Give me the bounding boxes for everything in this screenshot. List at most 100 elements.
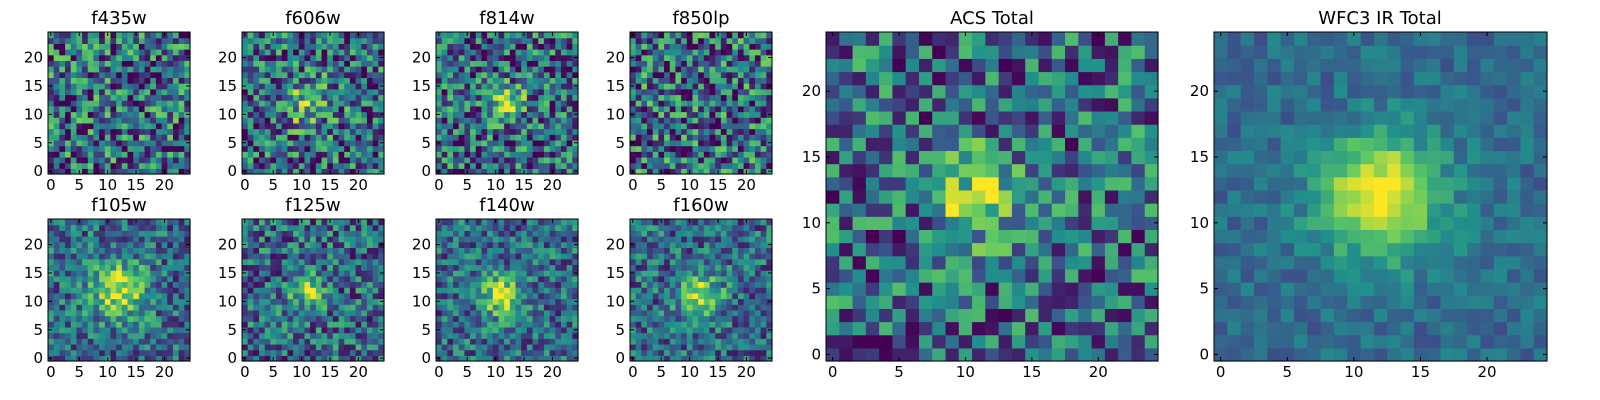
- heatmap-cell: [121, 230, 129, 237]
- heatmap-cell: [116, 77, 123, 84]
- heatmap-cell: [658, 60, 665, 67]
- heatmap-cell: [281, 60, 289, 67]
- heatmap-cell: [532, 162, 539, 169]
- heatmap-cell: [436, 162, 443, 169]
- heatmap-cell: [247, 332, 254, 339]
- heatmap-cell: [259, 94, 266, 101]
- heatmap-cell: [754, 145, 762, 152]
- x-tick-label: 20: [349, 363, 368, 381]
- heatmap-cell: [664, 117, 671, 124]
- heatmap-cell: [133, 100, 140, 107]
- heatmap-cell: [281, 134, 289, 141]
- heatmap-cell: [498, 315, 505, 322]
- heatmap-cell: [315, 168, 323, 175]
- heatmap-cell: [647, 355, 654, 362]
- heatmap-cell: [447, 71, 454, 79]
- heatmap-cell: [566, 338, 573, 345]
- heatmap-cell: [355, 281, 362, 288]
- heatmap-cell: [532, 343, 539, 351]
- heatmap-cell: [121, 168, 129, 175]
- heatmap-cell: [184, 162, 191, 169]
- heatmap-cell: [310, 71, 317, 79]
- heatmap-cells: [630, 219, 773, 362]
- heatmap-cell: [161, 128, 168, 135]
- heatmap-cell: [293, 258, 300, 266]
- heatmap-cell: [167, 162, 174, 169]
- heatmap-cell: [355, 66, 362, 73]
- heatmap-cell: [150, 122, 157, 130]
- heatmap-cell: [532, 156, 539, 164]
- heatmap-cell: [127, 54, 134, 61]
- heatmap-cell: [760, 54, 767, 61]
- heatmap-cell: [470, 151, 477, 158]
- heatmap-cell: [532, 258, 539, 266]
- heatmap-cell: [492, 151, 500, 158]
- heatmap-cell: [538, 66, 545, 73]
- heatmap-cell: [253, 145, 260, 152]
- heatmap-cell: [720, 43, 728, 50]
- heatmap-cell: [498, 156, 505, 164]
- heatmap-cell: [475, 88, 483, 96]
- heatmap-cell: [338, 321, 345, 328]
- heatmap-cell: [93, 32, 100, 39]
- heatmap-cell: [378, 287, 385, 294]
- heatmap-cell: [549, 49, 556, 56]
- heatmap-cell: [703, 37, 711, 44]
- heatmap-cell: [378, 309, 385, 317]
- heatmap-cell: [93, 258, 100, 266]
- heatmap-cell: [566, 151, 573, 158]
- heatmap-cell: [87, 258, 95, 266]
- heatmap-cell: [686, 338, 694, 345]
- heatmap-cell: [321, 134, 328, 141]
- heatmap-cell: [754, 304, 762, 311]
- heatmap-cell: [327, 326, 334, 334]
- heatmap-cell: [515, 43, 522, 50]
- heatmap-cell: [82, 139, 89, 147]
- heatmap-cell: [161, 37, 168, 44]
- heatmap-cell: [48, 343, 55, 351]
- heatmap-cell: [270, 270, 277, 277]
- heatmap-cell: [675, 83, 682, 90]
- heatmap-cell: [372, 117, 379, 124]
- heatmap-cell: [121, 151, 129, 158]
- heatmap-cell: [276, 66, 283, 73]
- heatmap-cell: [178, 258, 185, 266]
- heatmap-cell: [110, 281, 117, 288]
- heatmap-cell: [504, 105, 511, 113]
- heatmap-cell: [110, 71, 117, 79]
- heatmap-cell: [498, 145, 505, 152]
- heatmap-cell: [321, 258, 328, 266]
- heatmap-cell: [172, 236, 180, 243]
- heatmap-cell: [509, 117, 517, 124]
- heatmap-cell: [532, 275, 539, 283]
- heatmap-cell: [53, 315, 60, 322]
- heatmap-cell: [172, 338, 180, 345]
- heatmap-cell: [349, 355, 357, 362]
- heatmap-cell: [65, 321, 72, 328]
- heatmap-cell: [53, 156, 60, 164]
- heatmap-cell: [161, 281, 168, 288]
- heatmap-cell: [116, 105, 123, 113]
- heatmap-cell: [361, 338, 368, 345]
- heatmap-cell: [247, 270, 254, 277]
- heatmap-cell: [321, 105, 328, 113]
- heatmap-cell: [566, 275, 573, 283]
- heatmap-cell: [669, 332, 677, 339]
- heatmap-cell: [361, 60, 368, 67]
- heatmap-cell: [366, 145, 374, 152]
- heatmap-cell: [82, 298, 89, 305]
- heatmap-cell: [521, 151, 528, 158]
- heatmap-cell: [732, 309, 739, 317]
- heatmap-cell: [652, 315, 659, 322]
- heatmap-cell: [464, 287, 471, 294]
- heatmap-cell: [161, 224, 168, 231]
- heatmap-cell: [475, 134, 483, 141]
- heatmap-cell: [526, 309, 534, 317]
- heatmap-cell: [150, 134, 157, 141]
- heatmap-cell: [321, 83, 328, 90]
- heatmap-cell: [555, 54, 562, 61]
- heatmap-cell: [150, 355, 157, 362]
- heatmap-cell: [332, 71, 340, 79]
- heatmap-cell: [475, 258, 483, 266]
- heatmap-cell: [492, 162, 500, 169]
